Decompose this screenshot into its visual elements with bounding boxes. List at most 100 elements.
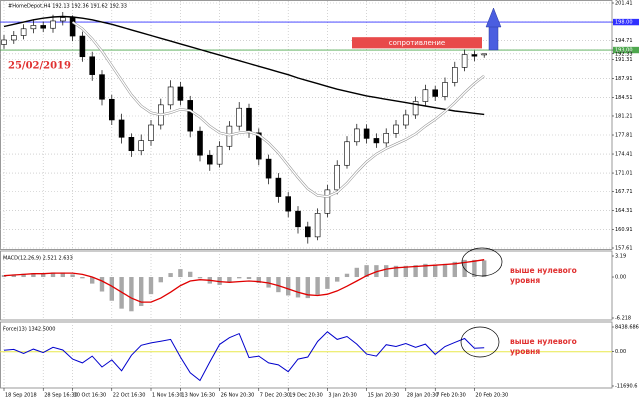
y-tick-label: 174.41 (615, 152, 633, 158)
indicator-line (72, 21, 485, 198)
candle-body (442, 82, 448, 97)
macd-bar (413, 265, 418, 278)
y-tick-label: 0.00 (615, 349, 626, 355)
macd-bar (129, 277, 134, 312)
x-tick-label: 18 Sep 2018 (5, 393, 37, 399)
candle-body (148, 124, 154, 141)
arrow-shaft (488, 25, 499, 51)
candle-body (128, 137, 135, 152)
date-annotation: 25/02/2019 (8, 61, 71, 72)
candle-body (187, 100, 193, 132)
candle-body (255, 132, 262, 160)
macd-bar (364, 265, 369, 278)
candle-body (59, 17, 66, 22)
y-tick-label: 181.21 (615, 113, 633, 119)
macd-bar (197, 277, 203, 279)
macd-bar (178, 269, 183, 278)
candle-body (109, 98, 115, 121)
macd-bar (433, 264, 438, 278)
candle-body (246, 107, 252, 134)
macd-bar (344, 273, 350, 278)
macd-bar (452, 261, 457, 278)
candle-body (167, 86, 174, 106)
macd-bar (168, 273, 173, 278)
level-tag (613, 18, 639, 26)
macd-bar (325, 277, 330, 289)
y-tick-label: 187.91 (615, 76, 633, 82)
candle-body (11, 35, 17, 41)
candle-body (344, 141, 350, 166)
macd-bar (1, 275, 7, 278)
resistance-zone (352, 37, 482, 49)
candle-body (197, 130, 203, 156)
macd-bar (148, 277, 154, 295)
macd-bar (237, 277, 242, 279)
indicator-line (3, 259, 485, 303)
candle-body (177, 86, 184, 101)
macd-bar (188, 271, 193, 278)
candle-body (118, 119, 125, 138)
panel-title: #HomeDepot,H4 192.13 192.36 191.62 192.3… (8, 4, 127, 10)
x-tick-label: 28 Sep 16:30 (44, 393, 77, 399)
macd-bar (31, 273, 36, 278)
highlight-ellipse (460, 326, 500, 358)
candle-body (295, 210, 301, 228)
x-tick-label: 20 Feb 20:30 (475, 393, 508, 399)
candle-body (304, 226, 311, 238)
macd-bar (295, 277, 301, 298)
y-tick-label: 160.91 (615, 227, 633, 233)
candle-body (30, 25, 37, 30)
y-tick-label: 164.31 (615, 208, 633, 214)
zero-annotation: уровня (510, 347, 540, 356)
candle-body (393, 124, 399, 134)
macd-bar (472, 259, 477, 278)
macd-bar (384, 265, 389, 278)
candle-body (363, 128, 370, 139)
macd-bar (423, 263, 428, 278)
zero-annotation: выше нулевого (510, 266, 577, 275)
macd-bar (11, 274, 16, 278)
candle-body (353, 128, 360, 143)
y-tick-label: 167.71 (615, 189, 633, 195)
zero-annotation: выше нулевого (510, 337, 577, 346)
macd-bar (109, 277, 114, 301)
candle-body (481, 53, 488, 56)
macd-bar (482, 260, 487, 278)
y-tick-label: 3.19 (615, 254, 626, 260)
candle-body (412, 101, 419, 116)
candle-body (216, 145, 223, 165)
candle-body (1, 39, 7, 45)
x-tick-label: 26 Nov 20:30 (221, 393, 255, 399)
candle-body (40, 25, 47, 29)
x-tick-label: 15 Jan 20:30 (368, 393, 400, 399)
candle-body (265, 158, 272, 179)
macd-bar (70, 274, 75, 278)
x-tick-label: 22 Oct 16:30 (113, 393, 146, 399)
macd-bar (276, 277, 281, 293)
macd-bar (393, 265, 399, 278)
x-tick-label: 28 Jan 20:30 (407, 393, 439, 399)
y-tick-label: -6.218 (615, 316, 631, 322)
y-tick-label: 191.31 (615, 57, 633, 63)
y-tick-label: 184.51 (615, 95, 633, 101)
macd-bar (90, 277, 95, 284)
macd-bar (158, 277, 163, 283)
candle-body (324, 189, 331, 214)
panel-title: Force(13) 1342.5000 (3, 327, 55, 333)
macd-bar (286, 277, 291, 296)
y-tick-label: 192.33 (615, 51, 633, 57)
candle-body (20, 28, 27, 36)
candle-body (89, 56, 95, 75)
x-tick-label: 10 Oct 16:30 (74, 393, 107, 399)
y-tick-label: 201.41 (615, 1, 633, 7)
panel-title: MACD(12,26,9) 2.521 2.633 (3, 256, 73, 262)
macd-bar (80, 277, 85, 279)
candle-body (99, 74, 105, 100)
zero-annotation: уровня (510, 276, 540, 285)
candle-body (402, 114, 409, 126)
candle-body (422, 89, 429, 102)
candle-body (383, 133, 390, 144)
candle-body (314, 213, 321, 238)
